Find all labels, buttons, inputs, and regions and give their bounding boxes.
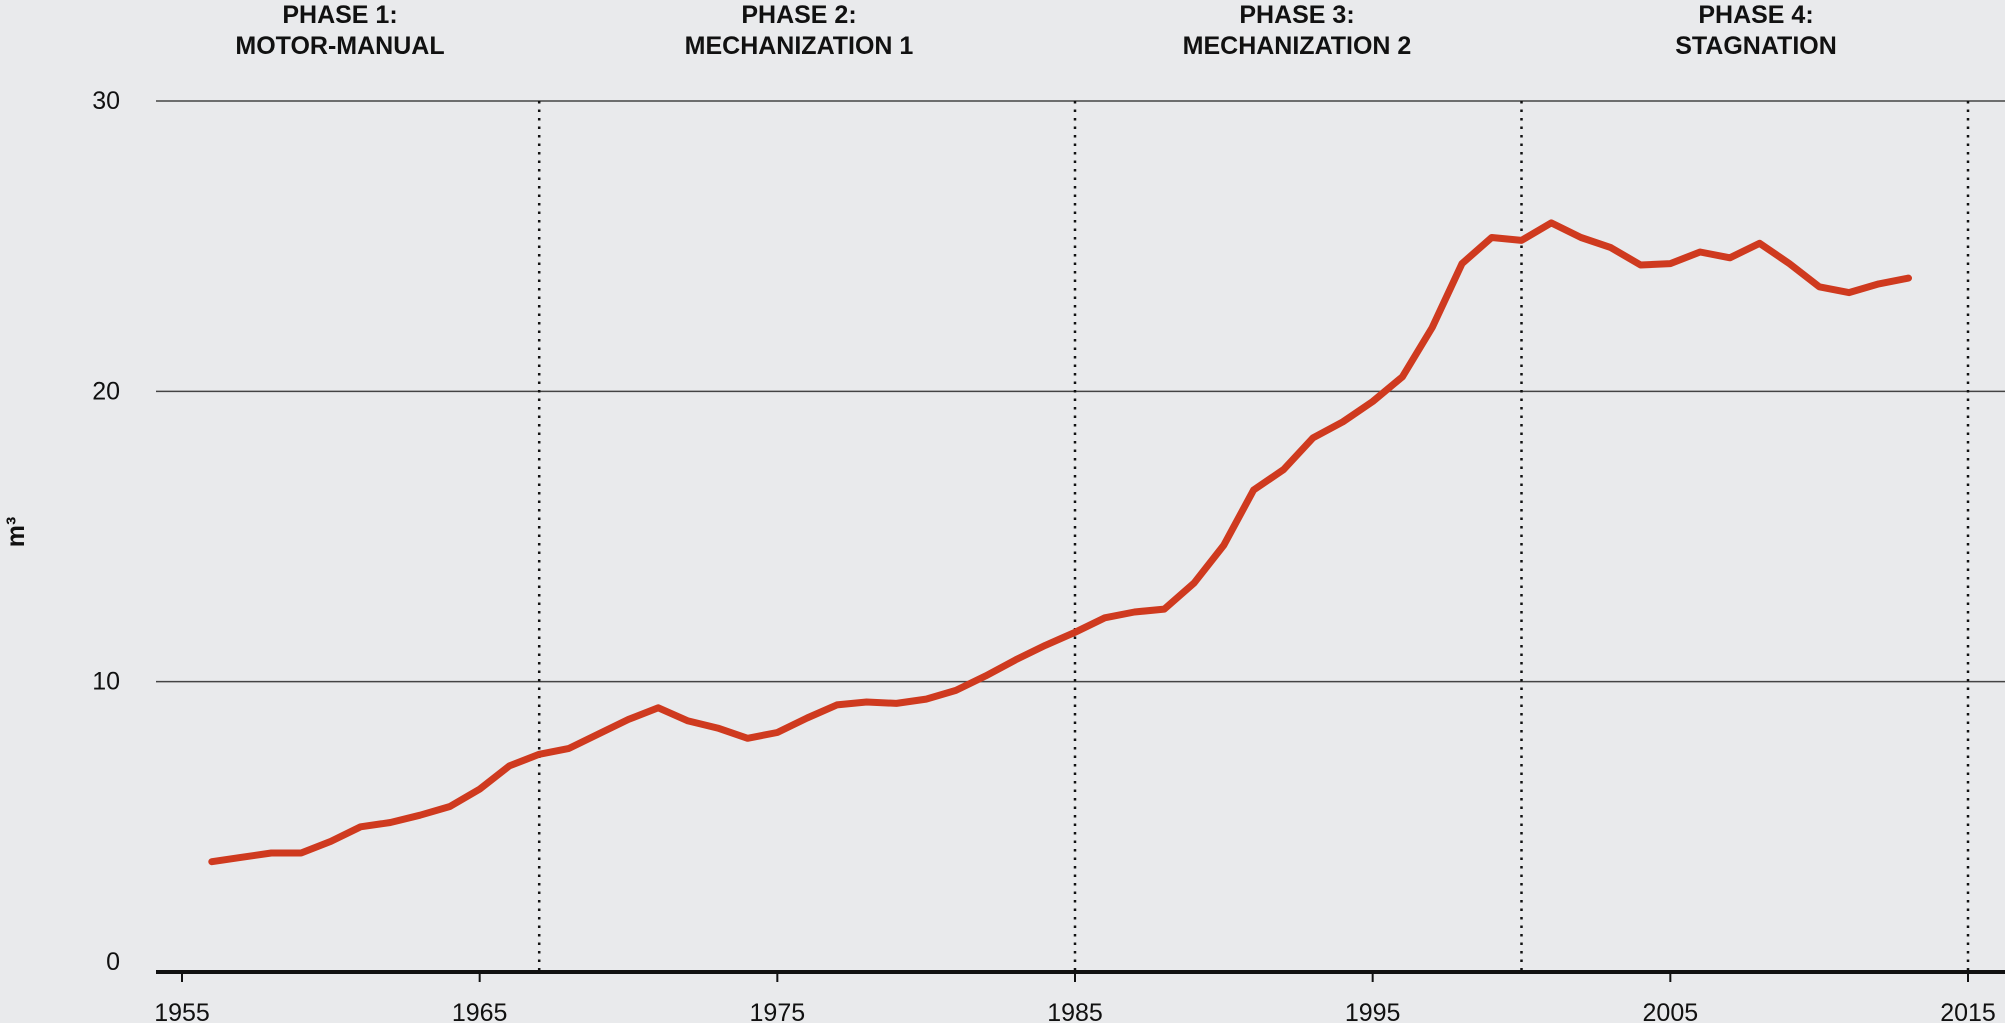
x-tick-label: 1995 — [1345, 999, 1401, 1023]
y-tick-label: 0 — [106, 948, 120, 976]
phase-label-name: MECHANIZATION 2 — [1183, 32, 1412, 60]
phase-label-name: STAGNATION — [1675, 32, 1837, 60]
phase-label-title: PHASE 3: — [1239, 1, 1354, 29]
phase-label-title: PHASE 2: — [741, 1, 856, 29]
phase-label-title: PHASE 4: — [1698, 1, 1813, 29]
series-line — [208, 219, 1912, 866]
x-tick-label: 1975 — [750, 999, 806, 1023]
x-tick-label: 1965 — [452, 999, 508, 1023]
y-tick-label: 10 — [92, 668, 120, 696]
x-tick-label: 1985 — [1047, 999, 1103, 1023]
y-tick-label: 30 — [92, 87, 120, 115]
y-axis-label: m³ — [2, 517, 30, 548]
phase-label-name: MECHANIZATION 1 — [685, 32, 914, 60]
x-tick-label: 2015 — [1940, 999, 1996, 1023]
y-tick-label: 20 — [92, 377, 120, 405]
x-tick-label: 1955 — [154, 999, 210, 1023]
x-tick-label: 2005 — [1643, 999, 1699, 1023]
phase-label-title: PHASE 1: — [282, 1, 397, 29]
phase-label-name: MOTOR-MANUAL — [235, 32, 444, 60]
